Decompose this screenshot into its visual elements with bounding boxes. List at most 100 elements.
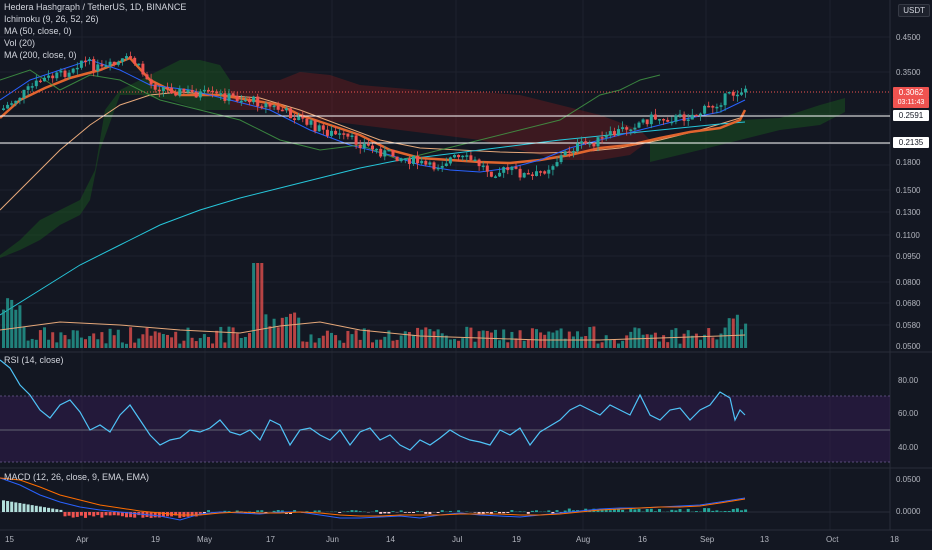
candle-body [207, 89, 210, 92]
ma50-legend[interactable]: MA (50, close, 0) [4, 26, 72, 36]
level-tag-0.2135[interactable]: 0.2135 [893, 137, 929, 148]
volume-bar [596, 343, 600, 348]
candle-body [190, 89, 194, 93]
candle-body [47, 75, 51, 78]
candle-body [740, 92, 743, 95]
currency-button[interactable]: USDT [898, 4, 930, 17]
macd-hist-bar [621, 509, 625, 512]
macd-hist-bar [260, 510, 264, 512]
volume-bar [223, 342, 227, 348]
candle-body [79, 60, 83, 68]
volume-bar [571, 336, 575, 348]
volume-bar [719, 333, 723, 348]
volume-bar [559, 328, 563, 348]
volume-bar [580, 336, 584, 348]
candle-body [461, 155, 465, 158]
candle-body [116, 61, 120, 65]
volume-bar [338, 340, 342, 348]
candle-body [321, 125, 325, 130]
macd-line [0, 477, 746, 521]
macd-hist-bar [194, 512, 198, 517]
macd-hist-bar [104, 512, 108, 516]
macd-hist-bar [629, 508, 633, 512]
volume-bar [612, 339, 616, 348]
volume-bar [120, 342, 124, 348]
candle-body [96, 64, 100, 72]
macd-hist-bar [711, 510, 715, 512]
candle-body [38, 80, 42, 83]
volume-bar [453, 339, 456, 348]
candle-body [325, 129, 329, 136]
candle-body [157, 89, 161, 92]
volume-bar [740, 329, 743, 348]
volume-bar [248, 333, 251, 348]
macd-hist-bar [494, 511, 497, 512]
candle-body [674, 115, 678, 122]
volume-bar [84, 339, 87, 348]
rsi-legend[interactable]: RSI (14, close) [4, 355, 64, 365]
candle-body [723, 93, 727, 106]
volume-bar [219, 326, 223, 348]
macd-hist-bar [526, 512, 530, 514]
ichimoku-legend[interactable]: Ichimoku (9, 26, 52, 26) [4, 14, 99, 24]
volume-bar [633, 327, 637, 348]
volume-bar [375, 339, 379, 348]
volume-bar [555, 330, 559, 348]
chikou-line [0, 69, 661, 161]
volume-bar [276, 327, 280, 348]
time-tick: Sep [700, 535, 715, 544]
volume-bar [744, 323, 748, 348]
macd-hist-bar [223, 510, 227, 512]
candle-body [494, 176, 497, 178]
macd-tick: 0.0500 [896, 475, 921, 484]
volume-bar [428, 329, 432, 348]
macd-hist-bar [235, 510, 239, 512]
candle-body [379, 148, 383, 157]
macd-hist-bar [440, 510, 444, 512]
candle-body [186, 89, 190, 93]
candle-body [633, 127, 637, 130]
candle-body [481, 165, 485, 168]
candle-body [436, 167, 440, 170]
candle-body [453, 154, 456, 158]
candle-body [473, 159, 477, 162]
macd-hist-bar [637, 508, 641, 512]
macd-hist-bar [272, 510, 276, 512]
candle-body [465, 155, 469, 157]
macd-hist-bar [26, 504, 30, 512]
candle-body [264, 103, 268, 108]
candle-body [30, 86, 34, 88]
macd-hist-bar [530, 510, 534, 512]
macd-hist-bar [481, 512, 485, 514]
volume-bar [100, 332, 104, 348]
candle-body [280, 109, 284, 112]
candle-body [694, 114, 698, 117]
macd-hist-bar [92, 512, 96, 517]
candle-body [297, 116, 301, 121]
volume-bar [129, 327, 133, 348]
macd-hist-bar [96, 512, 100, 516]
candle-body [592, 143, 596, 147]
ma200-legend[interactable]: MA (200, close, 0) [4, 50, 77, 60]
rsi-tick: 40.00 [898, 443, 919, 452]
volume-bar [543, 334, 547, 348]
volume-bar [715, 339, 719, 348]
volume-legend[interactable]: Vol (20) [4, 38, 36, 48]
macd-legend[interactable]: MACD (12, 26, close, 9, EMA, EMA) [4, 472, 150, 482]
macd-hist-bar [289, 512, 292, 514]
candle-body [518, 168, 522, 178]
level-tag-0.2591[interactable]: 0.2591 [893, 110, 929, 121]
volume-bar [239, 337, 243, 348]
candle-body [317, 125, 321, 132]
macd-hist-bar [338, 512, 342, 513]
volume-bar [268, 326, 272, 348]
rsi-line [0, 359, 746, 451]
macd-hist-bar [112, 512, 116, 516]
volume-bar [621, 340, 625, 348]
volume-bar [477, 331, 481, 348]
volume-bar [305, 341, 309, 348]
candle-body [395, 156, 399, 162]
volume-bar [604, 335, 608, 348]
macd-hist-bar [723, 511, 727, 512]
